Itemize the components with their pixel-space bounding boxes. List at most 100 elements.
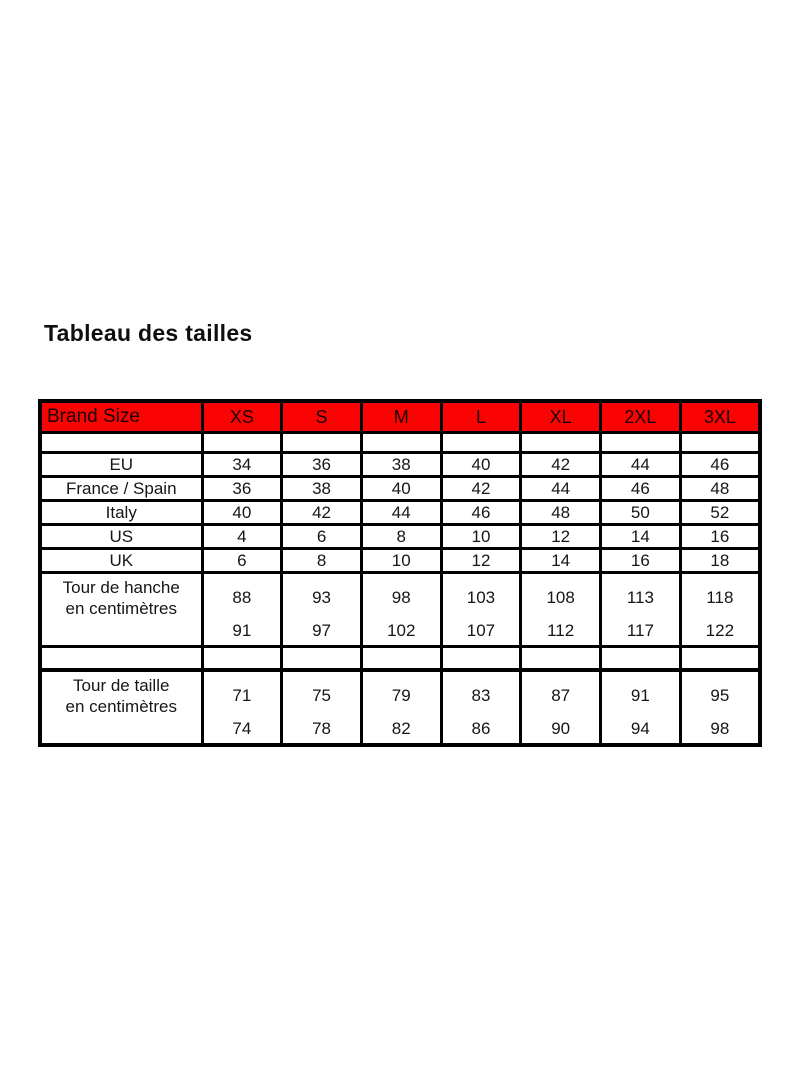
empty-cell	[439, 431, 523, 454]
value-pair: 71 74	[205, 673, 279, 742]
value-pair: 108 112	[524, 576, 598, 644]
cell: 14	[519, 547, 603, 574]
header-row: Brand Size XS S M L XL 2XL 3XL	[38, 399, 762, 434]
value-min: 118	[706, 587, 734, 607]
size-chart-table: Brand Size XS S M L XL 2XL 3XL EU 34 36 …	[38, 399, 762, 747]
cell: 36	[280, 451, 363, 478]
value-max: 90	[551, 718, 571, 738]
value-min: 83	[471, 685, 491, 705]
header-cell-size-m: M	[359, 399, 443, 434]
value-min: 87	[551, 685, 571, 705]
cell: 42	[519, 451, 603, 478]
cell: 44	[359, 499, 443, 526]
value-min: 113	[626, 587, 654, 607]
cell: 118 122	[678, 571, 762, 648]
spacer-row	[38, 431, 762, 454]
row-label: Tour de hanche en centimètres	[38, 571, 204, 648]
table-row-eu: EU 34 36 38 40 42 44 46	[38, 451, 762, 478]
cell: 34	[200, 451, 284, 478]
row-label-line: en centimètres	[65, 599, 178, 618]
table-row-waist-measurement: Tour de taille en centimètres 71 74 75 78 …	[38, 668, 762, 747]
cell: 75 78	[280, 668, 363, 747]
value-pair: 79 82	[364, 673, 438, 742]
empty-cell	[359, 645, 443, 672]
value-min: 88	[232, 587, 252, 607]
value-max: 107	[466, 620, 496, 640]
cell: 40	[200, 499, 284, 526]
empty-cell	[599, 645, 682, 672]
value-max: 94	[630, 718, 650, 738]
value-max: 112	[547, 620, 575, 640]
row-label: Tour de taille en centimètres	[38, 668, 204, 747]
value-min: 108	[546, 587, 575, 607]
value-min: 103	[466, 587, 496, 607]
value-min: 98	[391, 587, 411, 607]
table-row-hip-measurement: Tour de hanche en centimètres 88 91 93 97 …	[38, 571, 762, 648]
cell: 48	[519, 499, 603, 526]
row-label: France / Spain	[38, 475, 204, 502]
value-min: 79	[391, 685, 411, 705]
cell: 48	[678, 475, 762, 502]
value-max: 86	[471, 718, 491, 738]
cell: 98 102	[359, 571, 443, 648]
value-pair: 75 78	[285, 673, 359, 742]
empty-cell	[439, 645, 523, 672]
page-title: Tableau des tailles	[44, 320, 253, 346]
empty-cell	[519, 645, 603, 672]
header-cell-size-2xl: 2XL	[599, 399, 682, 434]
value-pair: 93 97	[285, 576, 359, 644]
table-row-uk: UK 6 8 10 12 14 16 18	[38, 547, 762, 574]
value-max: 82	[391, 718, 411, 738]
empty-cell	[280, 431, 363, 454]
cell: 10	[359, 547, 443, 574]
value-max: 74	[232, 718, 252, 738]
cell: 46	[599, 475, 682, 502]
empty-cell	[38, 431, 204, 454]
cell: 10	[439, 523, 523, 550]
value-min: 91	[630, 685, 650, 705]
value-pair: 87 90	[524, 673, 598, 742]
value-max: 98	[710, 718, 730, 738]
row-label-line: en centimètres	[65, 697, 178, 716]
cell: 103 107	[439, 571, 523, 648]
empty-cell	[200, 431, 284, 454]
cell: 36	[200, 475, 284, 502]
cell: 16	[678, 523, 762, 550]
cell: 42	[439, 475, 523, 502]
header-cell-brand-size: Brand Size	[38, 399, 204, 434]
cell: 38	[280, 475, 363, 502]
value-min: 95	[710, 685, 730, 705]
cell: 108 112	[519, 571, 603, 648]
value-pair: 103 107	[444, 576, 518, 644]
value-pair: 88 91	[205, 576, 279, 644]
cell: 93 97	[280, 571, 363, 648]
row-label-line: Tour de taille	[73, 676, 170, 695]
spacer-row	[38, 645, 762, 672]
row-label: Italy	[38, 499, 204, 526]
cell: 87 90	[519, 668, 603, 747]
cell: 8	[280, 547, 363, 574]
cell: 46	[678, 451, 762, 478]
empty-cell	[519, 431, 603, 454]
empty-cell	[38, 645, 204, 672]
cell: 4	[200, 523, 284, 550]
cell: 18	[678, 547, 762, 574]
empty-cell	[678, 645, 762, 672]
value-min: 75	[312, 685, 332, 705]
cell: 16	[599, 547, 682, 574]
value-pair: 118 122	[683, 576, 757, 644]
cell: 79 82	[359, 668, 443, 747]
cell: 52	[678, 499, 762, 526]
cell: 12	[439, 547, 523, 574]
value-pair: 113 117	[604, 576, 678, 644]
header-cell-size-3xl: 3XL	[678, 399, 762, 434]
value-pair: 83 86	[444, 673, 518, 742]
cell: 91 94	[599, 668, 682, 747]
value-min: 93	[312, 587, 332, 607]
value-pair: 95 98	[683, 673, 757, 742]
header-cell-size-s: S	[280, 399, 363, 434]
empty-cell	[599, 431, 682, 454]
cell: 40	[359, 475, 443, 502]
cell: 44	[519, 475, 603, 502]
header-cell-size-l: L	[439, 399, 523, 434]
